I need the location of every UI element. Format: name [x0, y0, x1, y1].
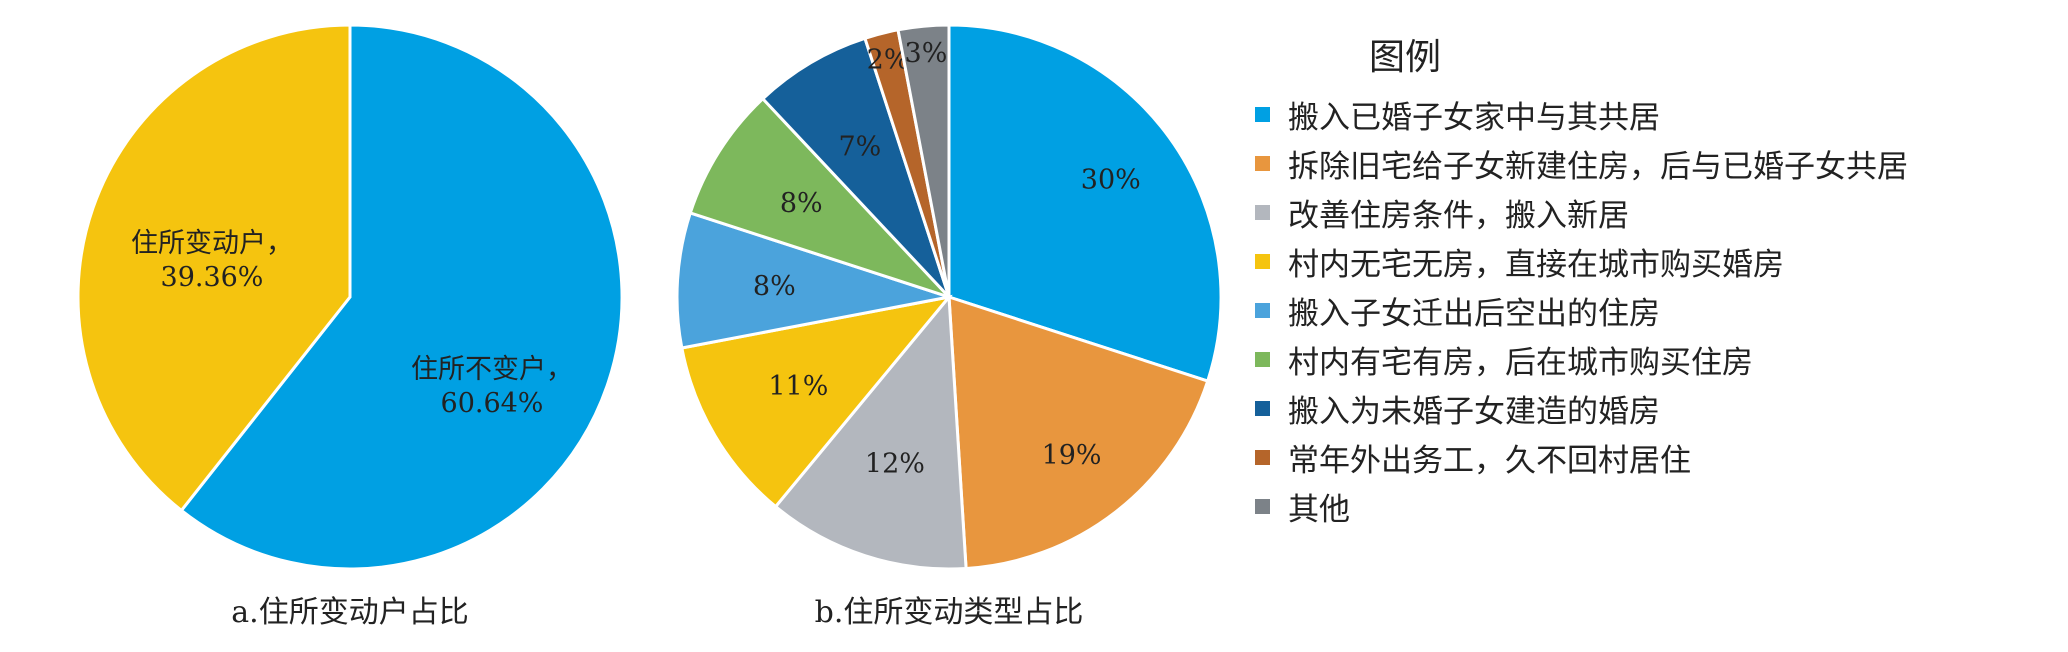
pie-b-slice-1 [947, 294, 1210, 571]
pie-a-slice-label-1: 住所变动户， 39.36% [131, 228, 293, 293]
pie-b-slice-6 [760, 36, 951, 299]
legend-label: 搬入已婚子女家中与其共居 [1288, 100, 1660, 136]
legend-swatch [1255, 254, 1270, 269]
legend-label: 搬入为未婚子女建造的婚房 [1288, 394, 1660, 430]
legend: 图例 搬入已婚子女家中与其共居拆除旧宅给子女新建住房，后与已婚子女共居 改善住房条… [1255, 28, 2035, 531]
pie-b-slice-4 [675, 211, 950, 350]
pie-b-slice-label-1: 19% [1042, 440, 1102, 471]
legend-swatch [1255, 499, 1270, 514]
legend-swatch [1255, 107, 1270, 122]
legend-item: 搬入子女迁出后空出的住房 [1255, 286, 2035, 335]
legend-item: 常年外出务工，久不回村居住 [1255, 433, 2035, 482]
legend-swatch [1255, 401, 1270, 416]
pie-b-slice-2 [773, 293, 968, 571]
legend-label: 搬入子女迁出后空出的住房 [1288, 296, 1660, 332]
legend-swatch [1255, 205, 1270, 220]
legend-label: 拆除旧宅给子女新建住房，后与已婚子女共居 [1288, 149, 1908, 185]
legend-item: 其他 [1255, 482, 2035, 531]
pie-b-slice-label-3: 11% [768, 371, 828, 402]
pie-a-slice-label-0: 住所不变户， 60.64% [411, 354, 573, 419]
pie-b-slice-5 [688, 96, 951, 299]
pie-b-slice-label-8: 3% [905, 38, 948, 69]
legend-item: 拆除旧宅给子女新建住房，后与已婚子女共居 [1255, 139, 2035, 188]
pie-a-caption: a.住所变动户占比 [231, 595, 468, 630]
legend-label: 村内有宅有房，后在城市购买住房 [1288, 345, 1753, 381]
legend-label: 其他 [1288, 492, 1350, 528]
pie-b-slice-label-5: 8% [780, 188, 823, 219]
pie-b-slice-label-6: 7% [838, 131, 881, 162]
legend-items: 搬入已婚子女家中与其共居拆除旧宅给子女新建住房，后与已婚子女共居 改善住房条件，搬… [1255, 90, 2035, 531]
pie-b-slice-8 [896, 23, 951, 298]
legend-label: 村内无宅无房，直接在城市购买婚房 [1288, 247, 1784, 283]
legend-swatch [1255, 303, 1270, 318]
pie-b-slice-3 [680, 294, 953, 509]
pie-b-slice-label-0: 30% [1081, 164, 1141, 195]
pie-b-slice-label-4: 8% [753, 271, 796, 302]
legend-item: 搬入为未婚子女建造的婚房 [1255, 384, 2035, 433]
legend-swatch [1255, 450, 1270, 465]
legend-item: 改善住房条件，搬入新居 [1255, 188, 2035, 237]
legend-swatch [1255, 156, 1270, 171]
pie-b-slice-0 [947, 23, 1223, 383]
pie-b-caption: b.住所变动类型占比 [815, 595, 1084, 630]
legend-label: 改善住房条件，搬入新居 [1288, 198, 1629, 234]
legend-swatch [1255, 352, 1270, 367]
pie-a-slice-1 [76, 23, 352, 513]
legend-label: 常年外出务工，久不回村居住 [1288, 443, 1691, 479]
pie-a-slice-0 [179, 23, 624, 571]
legend-item: 村内无宅无房，直接在城市购买婚房 [1255, 237, 2035, 286]
pie-b-slice-label-2: 12% [865, 448, 925, 479]
legend-item: 搬入已婚子女家中与其共居 [1255, 90, 2035, 139]
legend-item: 村内有宅有房，后在城市购买住房 [1255, 335, 2035, 384]
legend-title: 图例 [1368, 37, 1441, 78]
